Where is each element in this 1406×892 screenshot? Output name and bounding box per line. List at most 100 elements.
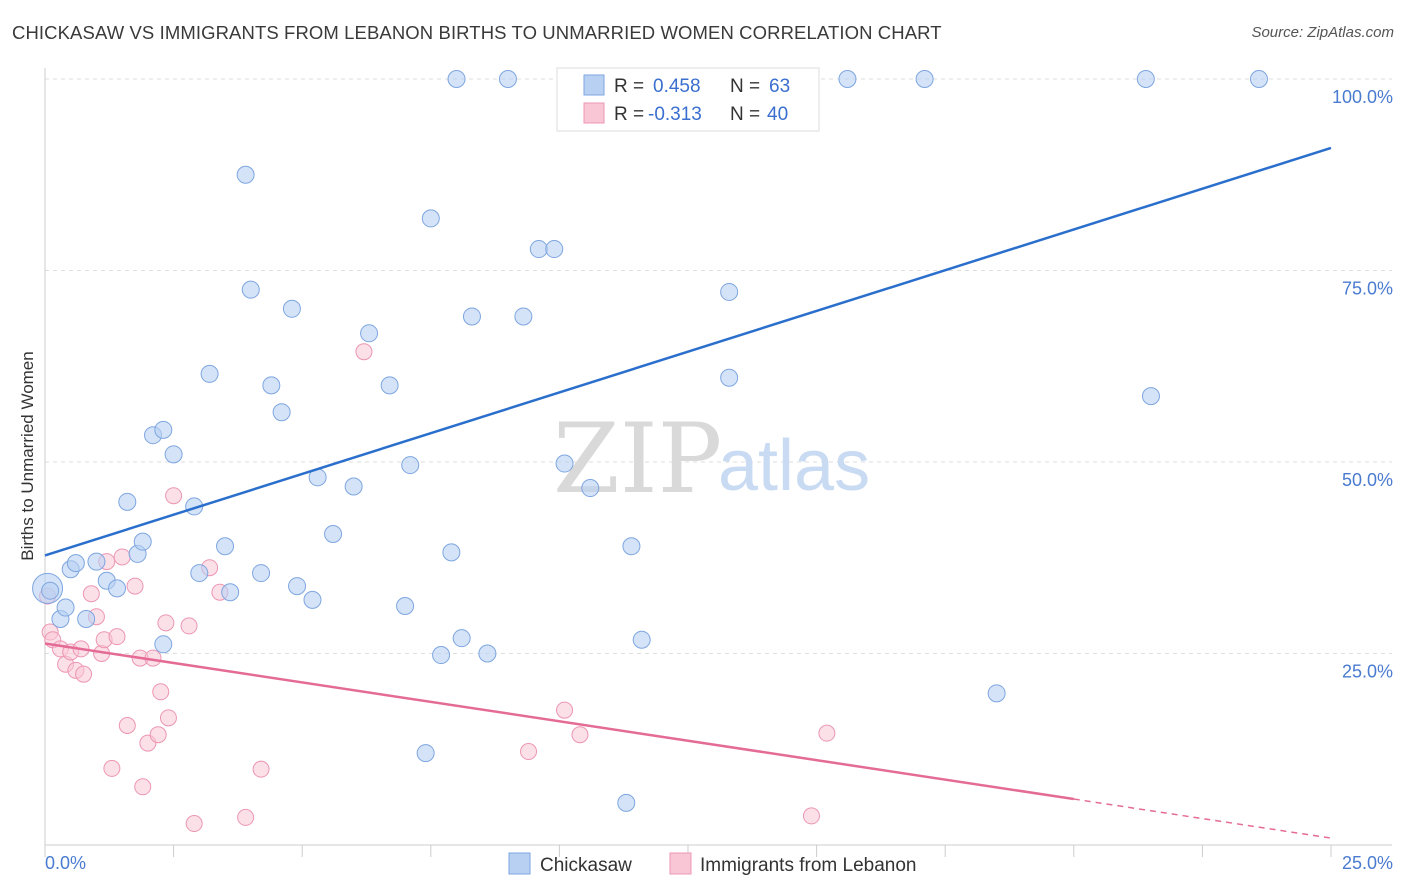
- chickasaw-point: [66, 554, 85, 573]
- y-axis-label: Births to Unmarried Women: [18, 351, 37, 560]
- legend-r-value-1: 0.458: [653, 76, 701, 97]
- y-tick-label: 100.0%: [1332, 87, 1393, 107]
- lebanon-point: [237, 808, 255, 826]
- chickasaw-point: [200, 364, 219, 383]
- lebanon-point: [556, 701, 574, 719]
- chickasaw-point: [915, 70, 934, 88]
- chickasaw-point: [344, 477, 363, 496]
- lebanon-point: [180, 617, 198, 635]
- lebanon-point: [75, 665, 93, 683]
- chickasaw-point: [236, 165, 255, 184]
- chickasaw-point: [838, 70, 857, 88]
- chickasaw-point: [108, 579, 127, 598]
- lebanon-point: [802, 807, 820, 825]
- legend-n-value-2: 40: [767, 104, 788, 125]
- chickasaw-point: [262, 376, 281, 395]
- chickasaw-point: [421, 209, 440, 228]
- y-tick-label: 25.0%: [1342, 662, 1393, 682]
- chickasaw-point: [442, 543, 461, 562]
- chickasaw-point: [720, 368, 739, 387]
- chickasaw-point: [452, 629, 471, 648]
- chickasaw-point: [288, 577, 307, 596]
- chickasaw-point: [987, 684, 1006, 703]
- chickasaw-point: [622, 537, 641, 556]
- chickasaw-point: [190, 564, 209, 583]
- chickasaw-point: [401, 456, 420, 475]
- lebanon-point: [134, 778, 152, 796]
- chickasaw-point: [632, 630, 651, 649]
- lebanon-point: [157, 614, 175, 632]
- chickasaw-point: [447, 70, 466, 88]
- lebanon-point: [159, 709, 177, 727]
- bottom-legend: Chickasaw Immigrants from Lebanon: [508, 852, 917, 876]
- chickasaw-point: [380, 376, 399, 395]
- lebanon-point: [108, 628, 126, 646]
- lebanon-point: [520, 743, 538, 761]
- legend: R = 0.458 N = 63 R = -0.313 N = 40: [556, 67, 820, 132]
- chickasaw-point: [555, 454, 574, 473]
- lebanon-point: [118, 717, 136, 735]
- chickasaw-point: [303, 590, 322, 609]
- chickasaw-point: [41, 581, 60, 600]
- lebanon-point: [818, 724, 836, 742]
- lebanon-point: [355, 343, 373, 361]
- bottom-legend-swatch-chickasaw: [508, 852, 531, 875]
- watermark: ZIP atlas: [553, 403, 870, 515]
- chickasaw-point: [164, 445, 183, 464]
- chickasaw-point: [118, 492, 137, 511]
- chickasaw-point: [432, 646, 451, 665]
- lebanon-point: [152, 683, 170, 701]
- lebanon-point: [252, 760, 270, 778]
- chart-title: CHICKASAW VS IMMIGRANTS FROM LEBANON BIR…: [12, 22, 942, 43]
- chickasaw-point: [498, 70, 517, 88]
- chickasaw-point: [360, 324, 379, 343]
- y-tick-label: 50.0%: [1342, 470, 1393, 490]
- watermark-zip: ZIP: [553, 403, 722, 515]
- chickasaw-point: [617, 793, 636, 812]
- lebanon-point: [82, 585, 100, 603]
- lebanon-point: [113, 548, 131, 566]
- legend-n-label-1: N =: [730, 76, 760, 97]
- lebanon-trend-extension: [1073, 798, 1332, 839]
- chickasaw-trend-line: [44, 146, 1332, 557]
- axes-layer: 25.0% 50.0% 75.0% 100.0% 0.0% 25.0%: [44, 68, 1393, 873]
- grid-layer: [45, 78, 1392, 654]
- chickasaw-point: [581, 479, 600, 498]
- chickasaw-point: [154, 635, 173, 654]
- lebanon-trend-line: [44, 642, 1074, 801]
- lebanon-point: [165, 487, 183, 505]
- lebanon-point: [103, 759, 121, 777]
- x-tick-label-start: 0.0%: [45, 853, 86, 873]
- bottom-legend-label-lebanon: Immigrants from Lebanon: [700, 855, 917, 876]
- bottom-legend-label-chickasaw: Chickasaw: [540, 855, 632, 876]
- chickasaw-point: [478, 644, 497, 663]
- lebanon-point: [149, 726, 167, 744]
- chickasaw-point: [252, 564, 271, 583]
- chickasaw-point: [1136, 70, 1155, 88]
- chickasaw-point: [216, 537, 235, 556]
- chickasaw-point: [272, 403, 291, 422]
- legend-r-label-1: R =: [614, 76, 644, 97]
- bottom-legend-swatch-lebanon: [669, 852, 692, 875]
- points-layer: [32, 70, 1268, 833]
- legend-r-value-2: -0.313: [648, 104, 702, 125]
- chickasaw-point: [529, 240, 548, 259]
- chickasaw-point: [56, 598, 75, 617]
- y-tick-label: 75.0%: [1342, 279, 1393, 299]
- chickasaw-point: [514, 307, 533, 326]
- lebanon-point: [185, 815, 203, 833]
- chickasaw-point: [1141, 387, 1160, 406]
- chickasaw-point: [324, 525, 343, 544]
- lebanon-point: [126, 577, 144, 595]
- chickasaw-point: [77, 610, 96, 629]
- chickasaw-point: [396, 597, 415, 616]
- chickasaw-point: [1249, 70, 1268, 88]
- x-tick-label-end: 25.0%: [1342, 853, 1393, 873]
- chickasaw-point: [241, 280, 260, 299]
- trend-layer: [44, 146, 1332, 839]
- legend-swatch-lebanon: [583, 102, 605, 124]
- legend-swatch-chickasaw: [583, 74, 605, 96]
- chickasaw-point: [282, 299, 301, 318]
- chickasaw-point: [545, 240, 564, 259]
